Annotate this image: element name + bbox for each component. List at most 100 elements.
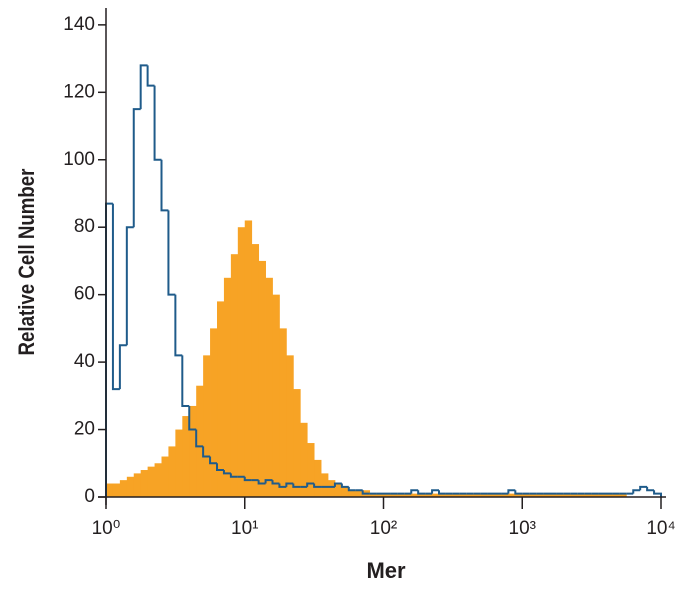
histogram-step xyxy=(229,473,238,478)
bar xyxy=(404,493,412,497)
bar xyxy=(619,493,627,497)
histogram-step xyxy=(167,210,176,296)
bar xyxy=(300,422,308,497)
histogram-step xyxy=(118,344,127,390)
bar xyxy=(494,493,502,497)
histogram-step xyxy=(195,429,204,448)
bar xyxy=(286,355,294,497)
bar xyxy=(480,493,488,497)
bar xyxy=(223,277,232,497)
bar xyxy=(321,473,329,497)
histogram-step xyxy=(153,85,162,161)
bar xyxy=(445,493,454,497)
histogram-step xyxy=(111,203,120,391)
bar xyxy=(126,476,135,497)
bar xyxy=(307,443,315,497)
bar xyxy=(411,493,419,497)
histogram-step xyxy=(306,482,315,487)
histogram-step xyxy=(507,489,516,494)
histogram-step xyxy=(333,482,342,487)
y-tick-label: 40 xyxy=(74,351,95,372)
bar xyxy=(112,483,121,497)
bar xyxy=(459,493,468,497)
bar xyxy=(147,466,155,497)
bar xyxy=(452,493,461,497)
bar xyxy=(182,416,190,497)
bar xyxy=(175,429,183,497)
histogram-step xyxy=(410,489,419,494)
y-tick-label: 100 xyxy=(63,149,95,170)
y-tick-label: 120 xyxy=(63,81,95,102)
bar xyxy=(140,470,149,497)
x-tick-label: 10¹ xyxy=(231,518,258,539)
histogram-step xyxy=(209,456,218,465)
bar xyxy=(279,328,287,497)
histogram-step xyxy=(361,490,370,495)
x-tick-label: 10³ xyxy=(509,518,536,539)
histogram-step xyxy=(514,490,523,495)
bar xyxy=(501,493,509,497)
bar xyxy=(196,385,204,497)
bar xyxy=(203,355,211,497)
bar xyxy=(397,493,405,497)
histogram-step xyxy=(313,483,322,488)
histogram-step xyxy=(174,294,183,357)
bar xyxy=(168,446,176,497)
x-tick-label: 10² xyxy=(370,518,397,539)
bar xyxy=(390,493,398,497)
histogram-step xyxy=(132,108,141,228)
bar xyxy=(369,493,377,497)
histogram-step xyxy=(632,489,641,494)
bar xyxy=(265,277,273,497)
bar xyxy=(133,473,142,497)
bar xyxy=(210,328,218,497)
bar xyxy=(251,244,260,497)
bar xyxy=(556,493,565,497)
histogram-step xyxy=(271,480,280,485)
histogram-step xyxy=(222,470,231,475)
bar xyxy=(439,493,447,497)
histogram-step xyxy=(340,483,349,488)
bar xyxy=(473,493,482,497)
bar xyxy=(522,493,530,497)
bar xyxy=(154,463,162,497)
histogram-step xyxy=(292,483,301,488)
bar xyxy=(577,493,586,497)
histogram-step xyxy=(646,486,655,492)
histogram-step xyxy=(160,159,169,212)
bar xyxy=(487,493,495,497)
bar xyxy=(161,456,169,497)
histogram-step xyxy=(431,489,440,494)
histogram-step xyxy=(347,486,356,492)
histogram-step xyxy=(146,65,155,87)
bar xyxy=(529,493,537,497)
bar xyxy=(334,483,343,497)
bar xyxy=(293,389,301,497)
bar xyxy=(314,459,322,497)
bar xyxy=(536,493,544,497)
histogram-step xyxy=(181,355,190,407)
histogram-step xyxy=(125,226,134,346)
bar xyxy=(327,480,336,497)
bar xyxy=(591,493,599,497)
bar xyxy=(341,486,350,497)
bar xyxy=(543,493,551,497)
histogram-step xyxy=(438,490,446,495)
bar xyxy=(244,220,253,497)
histogram-step xyxy=(257,480,266,485)
histogram-step xyxy=(202,446,211,458)
histogram-step xyxy=(278,483,287,488)
bar xyxy=(258,260,266,497)
y-tick-label: 60 xyxy=(74,284,95,305)
bar xyxy=(598,493,606,497)
y-tick-label: 80 xyxy=(74,216,95,237)
bar xyxy=(230,254,239,497)
bar xyxy=(550,493,558,497)
histogram-step xyxy=(188,405,197,431)
x-tick-label: 10⁴ xyxy=(646,518,675,539)
histogram-step xyxy=(264,479,273,484)
bar xyxy=(355,490,364,497)
bar xyxy=(612,493,620,497)
bar xyxy=(189,405,197,497)
